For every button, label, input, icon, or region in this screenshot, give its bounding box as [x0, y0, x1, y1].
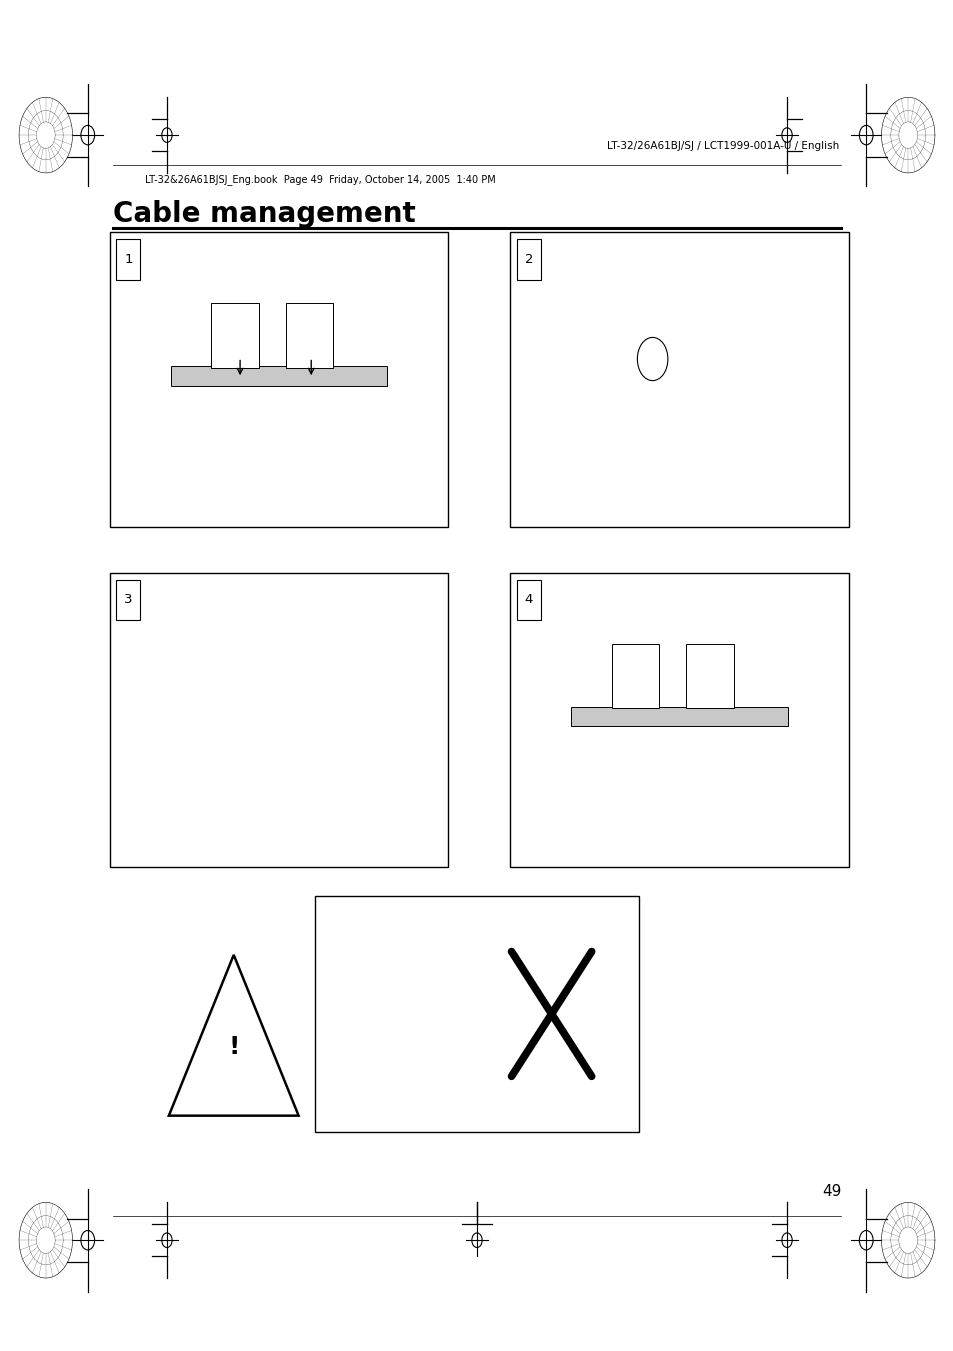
- Bar: [110, 573, 448, 867]
- Bar: [612, 643, 659, 708]
- Bar: [517, 239, 540, 280]
- Text: Cable management: Cable management: [112, 200, 415, 228]
- Text: !: !: [228, 1035, 239, 1059]
- Bar: [116, 239, 140, 280]
- Text: LT-32&26A61BJSJ_Eng.book  Page 49  Friday, October 14, 2005  1:40 PM: LT-32&26A61BJSJ_Eng.book Page 49 Friday,…: [145, 174, 496, 185]
- Bar: [116, 580, 140, 620]
- Bar: [110, 232, 448, 527]
- Bar: [314, 896, 639, 1132]
- Bar: [686, 643, 733, 708]
- Bar: [171, 366, 387, 385]
- Bar: [510, 232, 848, 527]
- Bar: [212, 303, 258, 367]
- Text: 2: 2: [524, 253, 533, 266]
- Bar: [517, 580, 540, 620]
- Bar: [286, 303, 333, 367]
- Text: 49: 49: [821, 1183, 841, 1200]
- Text: 4: 4: [524, 593, 533, 607]
- Bar: [510, 573, 848, 867]
- Text: LT-32/26A61BJ/SJ / LCT1999-001A-U / English: LT-32/26A61BJ/SJ / LCT1999-001A-U / Engl…: [607, 142, 839, 151]
- Text: 3: 3: [124, 593, 132, 607]
- Text: 1: 1: [124, 253, 132, 266]
- Bar: [571, 707, 787, 725]
